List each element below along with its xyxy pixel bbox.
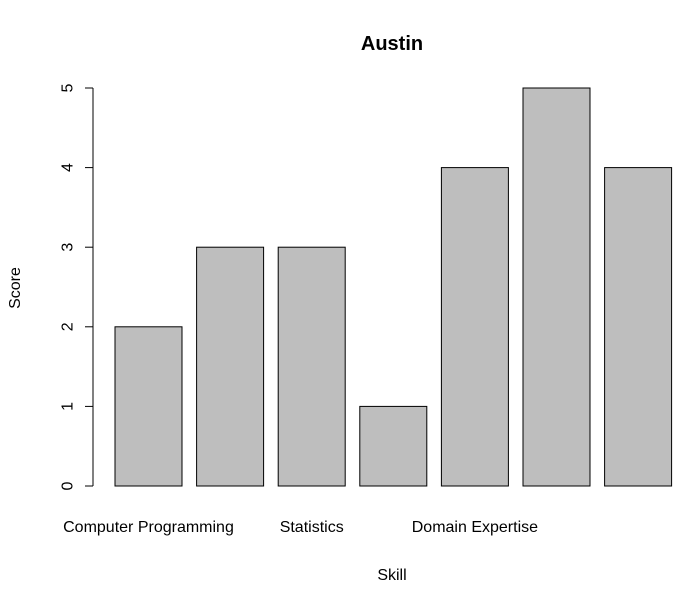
bar <box>196 246 265 487</box>
bar <box>522 87 591 487</box>
bar <box>114 326 183 487</box>
y-tick-label: 0 <box>60 481 77 490</box>
bar <box>604 167 673 487</box>
x-tick-label: Domain Expertise <box>412 519 538 536</box>
y-tick-label: 3 <box>60 243 77 252</box>
x-tick-labels: Computer Programming Statistics Domain Exp… <box>63 519 538 536</box>
y-axis: 0 1 2 3 4 5 <box>60 83 94 490</box>
bar <box>277 246 346 487</box>
y-tick-label: 1 <box>60 402 77 411</box>
bar <box>440 167 509 487</box>
x-tick-label: Statistics <box>280 519 344 536</box>
bars-group <box>114 87 673 487</box>
y-tick-label: 2 <box>60 322 77 331</box>
chart-title: Austin <box>361 33 423 55</box>
y-tick-label: 5 <box>60 83 77 92</box>
y-tick-label: 4 <box>60 163 77 172</box>
y-axis-label: Score <box>7 267 24 309</box>
x-tick-label: Computer Programming <box>63 519 234 536</box>
x-axis-label: Skill <box>377 567 406 584</box>
bar <box>359 405 428 487</box>
